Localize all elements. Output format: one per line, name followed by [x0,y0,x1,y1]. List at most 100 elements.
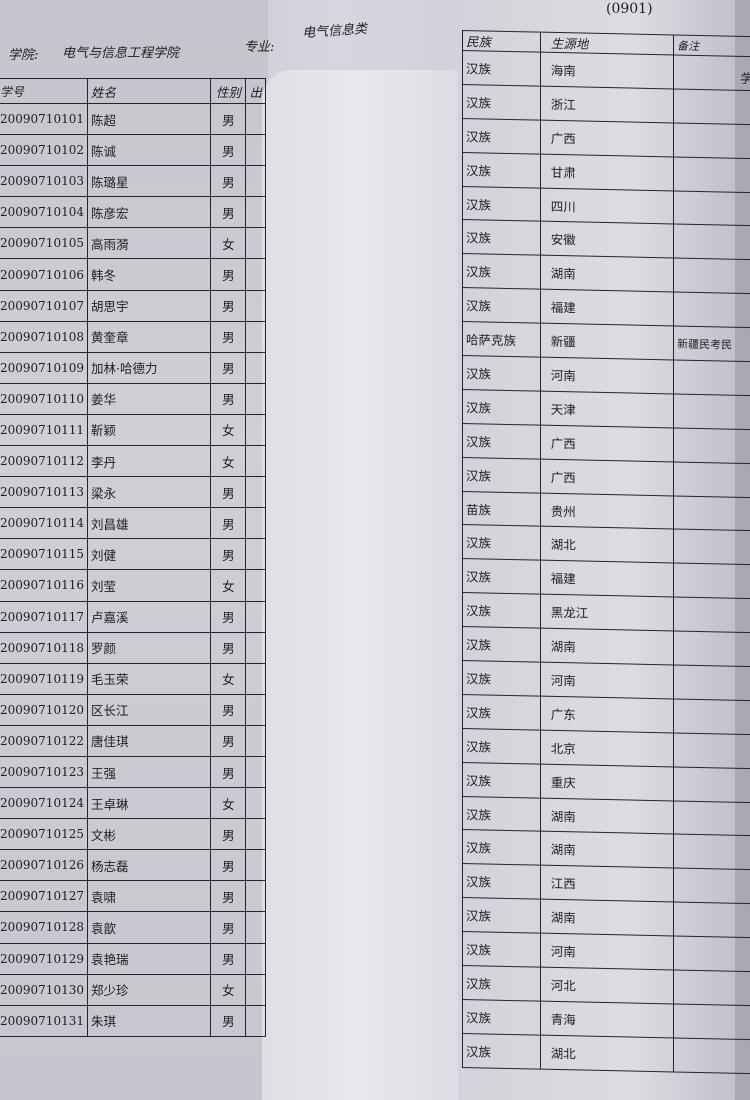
cell-gender: 男 [210,1004,247,1037]
table-row: 20090710119 毛玉荣女 [0,662,266,695]
table-row: 20090710112 李丹女 [0,445,266,478]
table-row: 20090710125 文彬男 [0,818,266,851]
cell-notes [673,54,750,91]
cell-notes [673,156,750,193]
cell-student-id: 20090710124 [0,787,88,820]
cell-student-id: 20090710127 [0,880,88,913]
cell-name: 李丹 [86,445,212,478]
cell-notes [673,597,750,633]
cell-gender: 男 [210,724,247,757]
cell-partial [245,134,266,167]
cell-student-id: 20090710112 [0,445,88,478]
cell-notes [673,732,750,769]
column-header-student-id: 学号 [0,78,88,104]
cell-origin: 河北 [540,967,674,1004]
cell-origin: 四川 [540,187,674,225]
cell-partial [245,102,266,136]
cell-name: 朱琪 [86,1004,212,1037]
cell-origin: 湖南 [540,899,674,937]
cell-gender: 女 [210,445,247,478]
cell-name: 刘健 [86,538,212,571]
student-table-left: 学号 姓名 性别 出 20090710101 陈超男 20090710102 陈诚男 2… [0,78,266,1037]
cell-name: 杨志磊 [86,849,212,882]
cell-notes [673,224,750,260]
cell-notes [673,969,750,1006]
cell-gender: 女 [210,662,247,695]
cell-notes [673,427,750,464]
cell-name: 唐佳琪 [86,724,212,757]
cell-origin: 北京 [540,729,674,767]
table-row: 20090710115 刘健男 [0,538,266,571]
cell-name: 姜华 [86,382,212,415]
table-row: 20090710102 陈诚男 [0,134,266,167]
column-header-origin: 生源地 [540,32,674,55]
cell-notes [673,766,750,803]
cell-ethnicity: 汉族 [462,965,541,1002]
cell-name: 加林·哈德力 [86,351,212,384]
cell-partial [245,351,266,384]
cell-origin: 重庆 [540,763,674,801]
cell-name: 袁艳瑞 [86,942,212,975]
cell-name: 郑少珍 [86,973,212,1006]
cell-student-id: 20090710115 [0,538,88,571]
cell-partial [245,973,266,1006]
cell-gender: 男 [210,258,247,291]
folded-middle-page [262,70,458,1100]
cell-name: 王强 [86,755,212,789]
cell-origin: 青海 [540,1001,674,1038]
cell-student-id: 20090710122 [0,724,88,757]
cell-gender: 男 [210,693,247,726]
table-row: 20090710105 高雨漪女 [0,227,266,260]
cell-origin: 湖南 [540,831,674,869]
cell-notes [673,495,750,532]
cell-notes [673,461,750,498]
cell-ethnicity: 苗族 [462,491,541,527]
cell-student-id: 20090710101 [0,102,88,136]
next-page-fragment: 学 [739,68,750,87]
cell-name: 刘莹 [86,569,212,602]
cell-student-id: 20090710120 [0,693,88,726]
cell-student-id: 20090710126 [0,849,88,882]
cell-name: 陈超 [86,102,212,136]
cell-student-id: 20090710104 [0,196,88,229]
cell-ethnicity: 汉族 [462,50,541,87]
cell-origin: 湖南 [540,628,674,665]
cell-student-id: 20090710131 [0,1004,88,1037]
cell-gender: 女 [210,227,247,260]
cell-notes [673,529,750,565]
cell-notes [673,936,750,972]
cell-gender: 男 [210,476,247,509]
college-value: 电气与信息工程学院 [62,46,180,61]
table-row: 20090710124 王卓琳女 [0,787,266,820]
student-table-right: 民族 生源地 备注 汉族 海南 汉族 浙江 汉族 广西 汉族 甘肃 汉族 四川 汉族 安徽 汉族 湖南 汉族… [462,30,750,1074]
cell-ethnicity: 汉族 [462,897,541,934]
cell-name: 靳颖 [86,413,212,447]
cell-student-id: 20090710118 [0,631,88,664]
cell-partial [245,320,266,353]
cell-origin: 广西 [540,424,674,462]
cell-ethnicity: 汉族 [462,829,541,866]
cell-name: 毛玉荣 [86,662,212,695]
cell-ethnicity: 汉族 [462,660,541,697]
table-row: 20090710130 郑少珍女 [0,973,266,1006]
cell-name: 区长江 [86,693,212,726]
table-row: 20090710120 区长江男 [0,693,266,726]
cell-ethnicity: 汉族 [462,287,541,324]
cell-student-id: 20090710109 [0,351,88,384]
table-row: 20090710108 黄奎章男 [0,320,266,353]
code-fragment: (0901) [606,1,653,17]
cell-name: 陈诚 [86,134,212,167]
cell-notes: 新疆民考民 [673,326,750,362]
cell-notes [673,359,750,396]
cell-partial [245,569,266,602]
cell-student-id: 20090710113 [0,476,88,509]
cell-gender: 男 [210,538,247,571]
cell-ethnicity: 汉族 [462,84,541,120]
cell-notes [673,258,750,294]
cell-ethnicity: 汉族 [462,694,541,730]
cell-ethnicity: 汉族 [462,524,541,561]
table-header-row: 学号 姓名 性别 出 [0,78,266,104]
table-row: 20090710103 陈璐星男 [0,165,266,198]
cell-ethnicity: 汉族 [462,118,541,154]
cell-partial [245,631,266,664]
